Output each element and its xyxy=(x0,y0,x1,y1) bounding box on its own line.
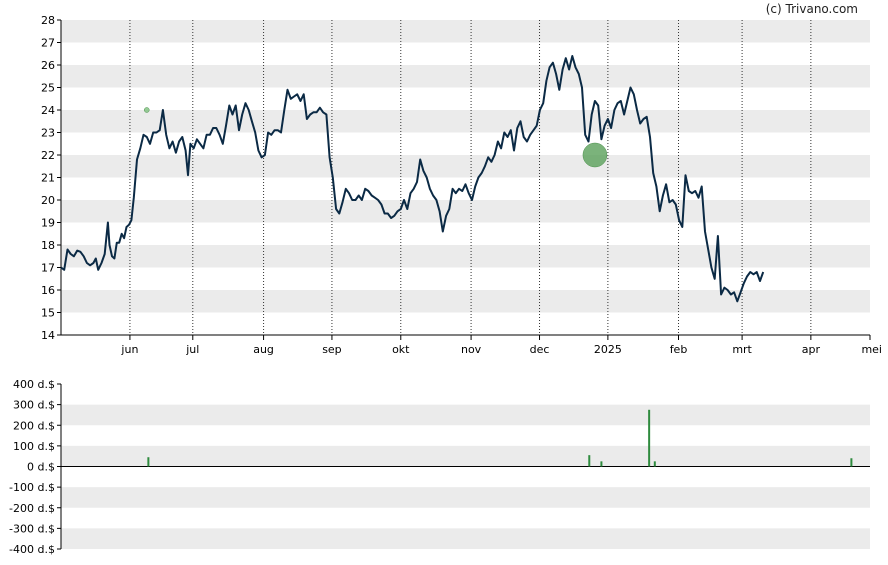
dividend-y-tick-label: -300 d.$ xyxy=(9,522,55,535)
price-y-tick-label: 17 xyxy=(41,262,55,275)
dividend-y-tick-label: 400 d.$ xyxy=(13,378,55,391)
price-y-tick-label: 22 xyxy=(41,149,55,162)
price-y-tick-label: 25 xyxy=(41,82,55,95)
price-y-tick-label: 28 xyxy=(41,14,55,27)
price-x-tick-label: jun xyxy=(120,343,138,356)
price-y-tick-label: 19 xyxy=(41,217,55,230)
dividend-y-tick-label: -400 d.$ xyxy=(9,543,55,556)
price-grid-band xyxy=(61,290,870,313)
price-grid-band xyxy=(61,65,870,88)
dividend-bar xyxy=(588,455,591,467)
price-y-tick-label: 14 xyxy=(41,329,55,342)
dividend-grid-band xyxy=(61,445,870,467)
dividend-y-tick-label: 0 d.$ xyxy=(27,461,55,474)
price-panel: 14 15 16 17 18 19 20 21 22 23 24 25 26 27 28 jun jul aug s… xyxy=(41,14,882,356)
price-x-tick-label: dec xyxy=(530,343,550,356)
dividend-marker xyxy=(144,107,150,113)
price-grid-band xyxy=(61,20,870,43)
price-x-tick-label: jul xyxy=(185,343,199,356)
price-x-tick-label: mei xyxy=(861,343,882,356)
price-y-tick-label: 26 xyxy=(41,59,55,72)
dividend-grid-band xyxy=(61,487,870,508)
price-y-tick-label: 21 xyxy=(41,172,55,185)
dividend-grid-band xyxy=(61,528,870,549)
dividend-marker xyxy=(582,142,608,168)
price-grid-band xyxy=(61,155,870,178)
price-x-tick-label: sep xyxy=(322,343,341,356)
price-y-tick-label: 20 xyxy=(41,194,55,207)
price-y-tick-label: 16 xyxy=(41,284,55,297)
dividend-y-tick-label: 100 d.$ xyxy=(13,440,55,453)
price-y-tick-label: 27 xyxy=(41,37,55,50)
price-grid-band xyxy=(61,200,870,223)
price-x-tick-label: okt xyxy=(392,343,410,356)
dividend-grid-band xyxy=(61,404,870,426)
price-y-tick-label: 18 xyxy=(41,239,55,252)
price-grid-band xyxy=(61,245,870,268)
price-series-line xyxy=(60,55,765,303)
dividend-bar xyxy=(147,457,150,467)
dividend-y-tick-label: 300 d.$ xyxy=(13,399,55,412)
dividend-panel: 400 d.$ 300 d.$ 200 d.$ 100 d.$ 0 d.$ -100 d.… xyxy=(9,378,870,556)
dividend-y-tick-label: -100 d.$ xyxy=(9,481,55,494)
price-x-tick-label: apr xyxy=(802,343,821,356)
dividend-bar xyxy=(648,409,651,467)
dividend-bar xyxy=(850,458,853,467)
price-grid-band xyxy=(61,110,870,133)
price-x-tick-label: feb xyxy=(670,343,688,356)
price-x-tick-label: aug xyxy=(253,343,274,356)
credit-text: (c) Trivano.com xyxy=(765,2,858,16)
price-x-tick-label: nov xyxy=(461,343,482,356)
price-x-tick-label: mrt xyxy=(732,343,752,356)
price-y-tick-label: 24 xyxy=(41,104,55,117)
dividend-y-tick-label: -200 d.$ xyxy=(9,502,55,515)
dividend-bar xyxy=(653,461,656,467)
dividend-bar xyxy=(600,461,603,467)
price-y-tick-label: 23 xyxy=(41,127,55,140)
dividend-y-tick-label: 200 d.$ xyxy=(13,419,55,432)
price-y-tick-label: 15 xyxy=(41,307,55,320)
price-x-tick-label: 2025 xyxy=(594,343,622,356)
